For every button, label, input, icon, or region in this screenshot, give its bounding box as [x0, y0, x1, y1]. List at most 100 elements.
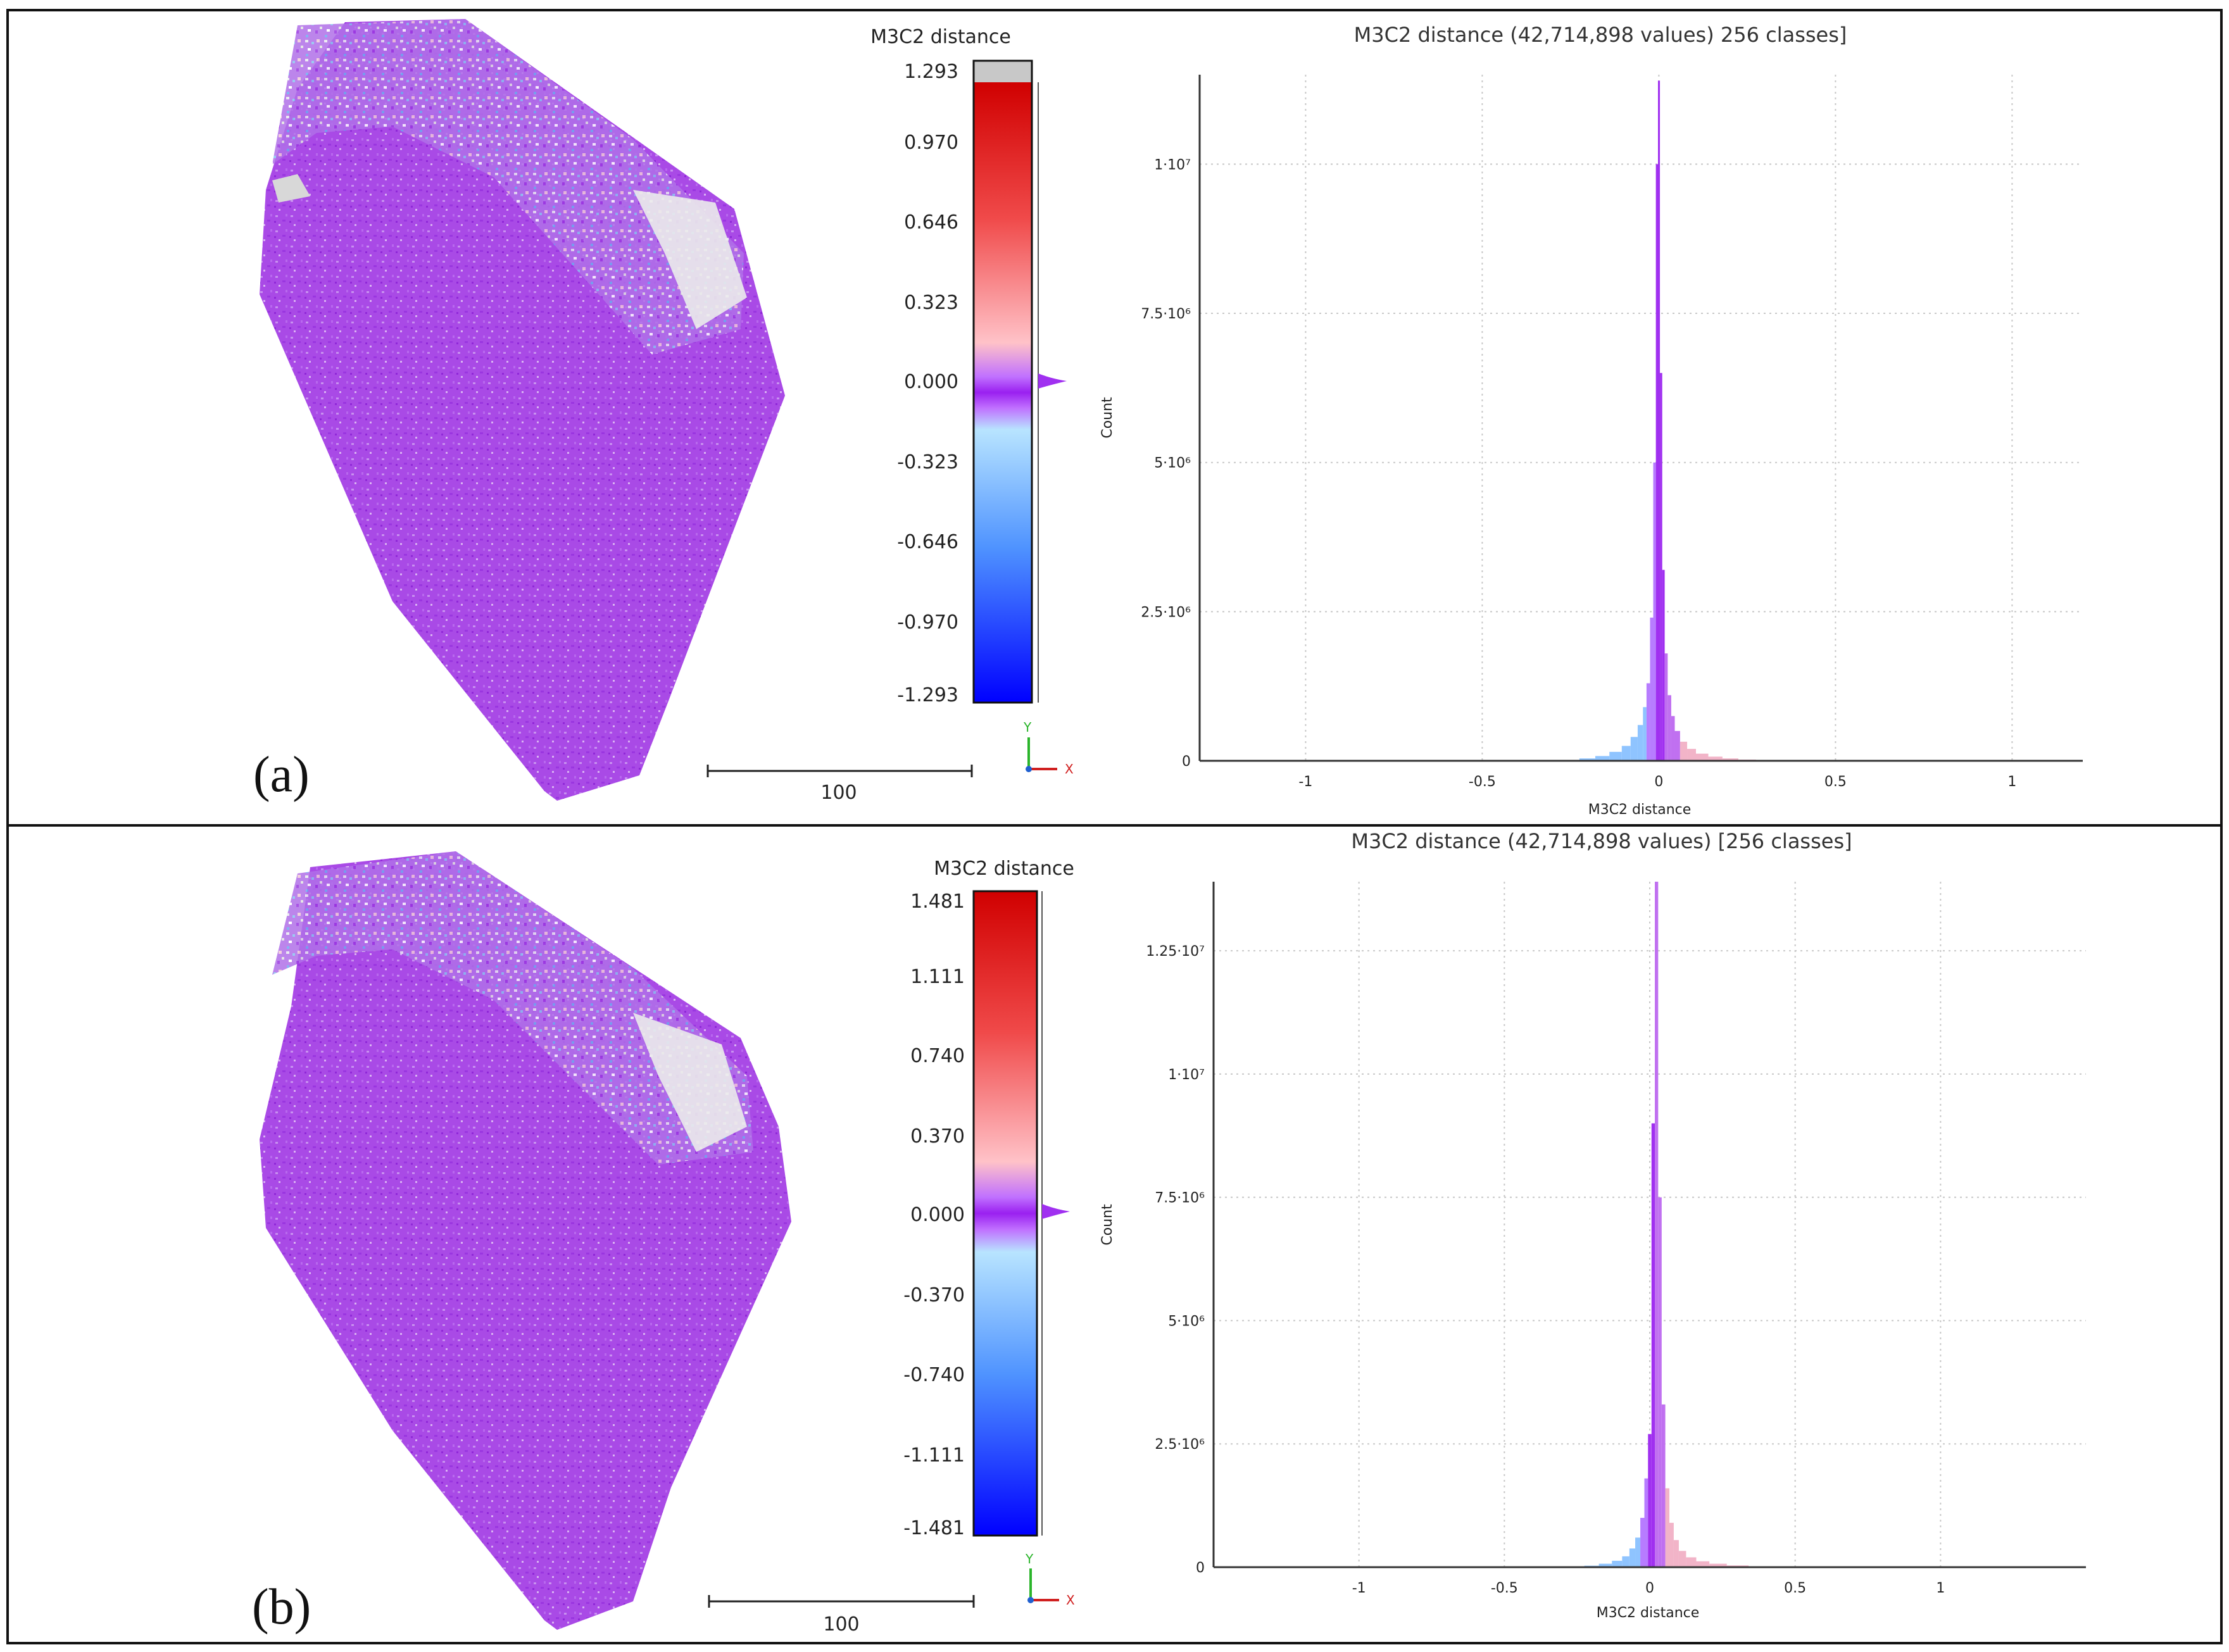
colorbar-gradient — [974, 891, 1037, 1536]
histogram-bar — [1674, 730, 1680, 761]
y-tick-label: 2.5·10⁶ — [1155, 1437, 1205, 1453]
y-tick-label: 5·10⁶ — [1168, 1313, 1205, 1329]
point-cloud-map-a — [260, 19, 785, 801]
x-tick-label: 1 — [2007, 774, 2016, 790]
histogram-bar — [1708, 756, 1723, 761]
histogram-bar — [1612, 1560, 1623, 1567]
histogram-bar — [1648, 1434, 1652, 1567]
histogram-bar — [1658, 80, 1661, 761]
scale-bar-label: 100 — [820, 782, 857, 804]
axis-triad-b: Y X — [1025, 1551, 1075, 1608]
y-tick-label: 5·10⁶ — [1154, 456, 1191, 472]
axis-x-letter: X — [1066, 1593, 1075, 1608]
histogram-bar — [1651, 1123, 1655, 1567]
y-axis-title: Count — [1100, 1204, 1115, 1246]
histogram-bar — [1646, 683, 1650, 761]
x-tick-label: 0 — [1654, 774, 1663, 790]
histogram-bar — [1635, 1537, 1641, 1567]
histogram-bar — [1655, 164, 1659, 761]
colorbar-label: 1.111 — [910, 966, 965, 988]
x-tick-label: 0 — [1645, 1580, 1654, 1596]
histogram-b: M3C2 distance (42,714,898 values) [256 c… — [1100, 829, 2086, 1621]
histogram-bar — [1622, 1556, 1629, 1567]
colorbar-outline — [972, 59, 1033, 704]
histogram-bar — [1579, 758, 1595, 761]
histogram-bar — [1658, 1197, 1662, 1567]
x-tick-label: -0.5 — [1469, 774, 1496, 790]
colorbar-title: M3C2 distance — [870, 26, 1011, 48]
histogram-bar — [1687, 749, 1696, 761]
x-tick-label: -0.5 — [1491, 1580, 1518, 1596]
colorbar-label: 0.323 — [904, 292, 958, 314]
chart-title: M3C2 distance (42,714,898 values) 256 cl… — [1354, 23, 1847, 47]
histogram-bar — [1722, 758, 1738, 761]
colorbar-label: 0.000 — [904, 371, 958, 393]
histogram-bar — [1664, 653, 1668, 761]
scale-bar-a: 100 — [706, 765, 973, 804]
panel-letter: (a) — [253, 747, 310, 803]
colorbar-label: -0.323 — [897, 451, 958, 473]
histogram-bar — [1686, 1557, 1697, 1567]
colorbar-label: 0.970 — [904, 132, 958, 154]
histogram-bar — [1644, 1478, 1648, 1567]
y-tick-label: 1·10⁷ — [1154, 157, 1191, 173]
x-tick-label: 1 — [1936, 1580, 1945, 1596]
colorbar-a: M3C2 distance 1.293 0.970 0.646 0.323 0.… — [870, 26, 1067, 706]
y-tick-label: 0 — [1182, 754, 1191, 770]
colorbar-title: M3C2 distance — [934, 858, 1074, 880]
colorbar-label: -0.646 — [897, 531, 958, 553]
colorbar-gradient — [974, 82, 1032, 703]
histogram-bar — [1673, 1540, 1679, 1567]
panel-letter: (b) — [252, 1579, 311, 1635]
y-tick-label: 0 — [1196, 1560, 1205, 1576]
colorbar-hist-peak — [1038, 373, 1067, 389]
x-axis-title: M3C2 distance — [1597, 1605, 1700, 1621]
histogram-bar — [1655, 882, 1659, 1567]
colorbar-hist-peak — [1042, 1204, 1070, 1219]
panel-a: M3C2 distance 1.293 0.970 0.646 0.323 0.… — [6, 9, 2223, 827]
scale-bar-label: 100 — [823, 1613, 859, 1636]
axis-x-letter: X — [1065, 761, 1074, 777]
histogram-bar — [1595, 756, 1610, 761]
x-tick-label: -1 — [1298, 774, 1312, 790]
y-tick-label: 2.5·10⁶ — [1141, 604, 1191, 620]
colorbar-label: -0.740 — [903, 1364, 965, 1386]
histogram-bar — [1630, 737, 1638, 761]
histogram-bar — [1661, 1404, 1666, 1567]
colorbar-labels: 1.481 1.111 0.740 0.370 0.000 -0.370 -0.… — [903, 891, 965, 1539]
chart-title: M3C2 distance (42,714,898 values) [256 c… — [1351, 829, 1852, 853]
histogram-bar — [1640, 1518, 1645, 1567]
histogram-bar — [1709, 1563, 1727, 1567]
colorbar-label: 0.646 — [904, 211, 958, 234]
colorbar-label: 0.740 — [910, 1045, 965, 1067]
histogram-bar — [1669, 1522, 1674, 1567]
panel-b-frame — [6, 824, 2223, 1644]
axis-triad-a: Y X — [1023, 720, 1074, 777]
colorbar-labels: 1.293 0.970 0.646 0.323 0.000 -0.323 -0.… — [897, 61, 958, 706]
colorbar-label: -0.970 — [897, 611, 958, 634]
colorbar-label: 0.370 — [910, 1125, 965, 1148]
colorbar-gray-cap — [974, 61, 1032, 82]
y-tick-label: 1.25·10⁷ — [1146, 944, 1205, 960]
x-tick-label: 0.5 — [1824, 774, 1847, 790]
histogram-bar — [1637, 725, 1643, 761]
histogram-bar — [1643, 707, 1647, 761]
y-tick-label: 7.5·10⁶ — [1141, 306, 1191, 322]
y-axis-title: Count — [1100, 397, 1115, 439]
colorbar-label: -1.481 — [903, 1517, 965, 1539]
histogram-bar — [1629, 1548, 1636, 1567]
histogram-a: M3C2 distance (42,714,898 values) 256 cl… — [1100, 23, 2083, 818]
histogram-bar — [1653, 462, 1656, 761]
histogram-bar — [1667, 695, 1671, 761]
x-tick-label: -1 — [1352, 1580, 1366, 1596]
axis-y-letter: Y — [1025, 1551, 1034, 1567]
scale-bar-b: 100 — [708, 1595, 975, 1636]
histogram-bar — [1660, 373, 1662, 761]
point-cloud-map-b — [260, 851, 791, 1630]
histogram-bar — [1665, 1488, 1670, 1567]
x-axis-title: M3C2 distance — [1588, 802, 1692, 818]
colorbar-label: -0.370 — [903, 1284, 965, 1306]
panel-b: M3C2 distance 1.481 1.111 0.740 0.370 0.… — [6, 824, 2223, 1644]
x-tick-label: 0.5 — [1784, 1580, 1806, 1596]
